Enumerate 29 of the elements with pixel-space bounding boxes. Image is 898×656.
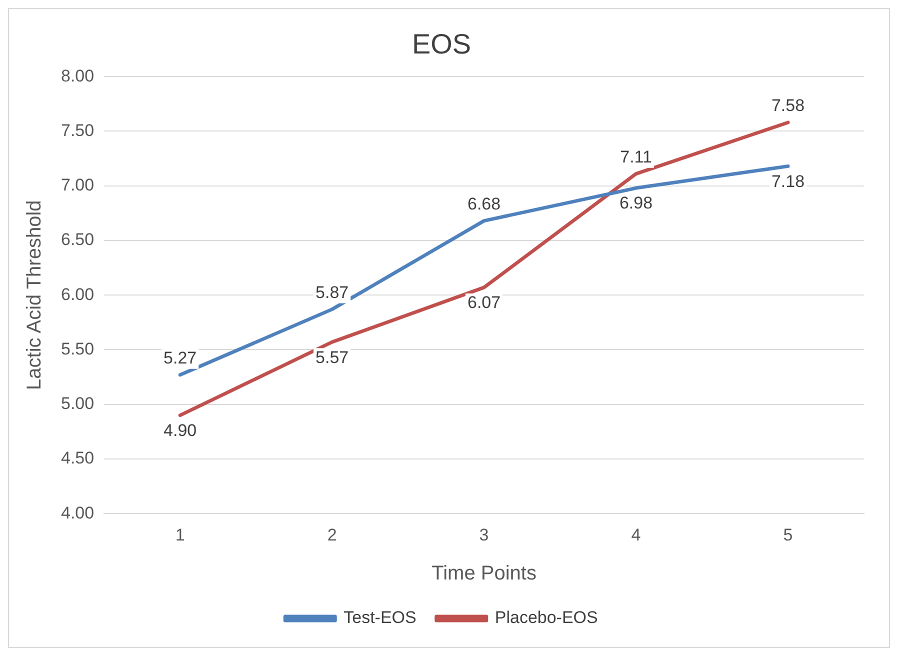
y-tick-label: 8.00 [60, 66, 94, 86]
y-axis-title: Lactic Acid Threshold [24, 200, 46, 390]
legend-label: Placebo-EOS [494, 608, 598, 628]
data-label: 4.90 [164, 420, 197, 440]
x-tick-label: 3 [479, 525, 489, 544]
data-label: 7.58 [771, 96, 805, 116]
y-tick-label: 4.50 [60, 448, 94, 468]
data-label: 5.57 [316, 348, 349, 367]
chart-title: EOS [412, 28, 472, 60]
x-tick-label: 1 [175, 525, 185, 544]
data-label: 5.87 [316, 282, 349, 302]
legend-label: Test-EOS [344, 608, 416, 628]
data-label: 6.98 [619, 194, 653, 213]
data-label: 6.07 [467, 293, 501, 312]
data-label: 6.68 [467, 194, 501, 214]
x-tick-label: 4 [631, 525, 641, 544]
y-tick-label: 5.00 [60, 394, 94, 414]
y-tick-label: 7.50 [60, 120, 94, 140]
x-tick-label: 2 [327, 525, 337, 544]
data-label: 7.18 [771, 172, 805, 191]
y-tick-label: 7.00 [60, 176, 94, 195]
y-tick-label: 4.00 [60, 503, 94, 522]
data-label: 5.27 [164, 348, 197, 368]
data-label: 7.11 [620, 148, 652, 167]
y-tick-label: 5.50 [60, 339, 94, 358]
x-axis-title: Time Points [432, 562, 536, 585]
y-tick-label: 6.00 [60, 284, 94, 304]
y-tick-label: 6.50 [60, 230, 94, 250]
x-tick-label: 5 [783, 525, 793, 544]
